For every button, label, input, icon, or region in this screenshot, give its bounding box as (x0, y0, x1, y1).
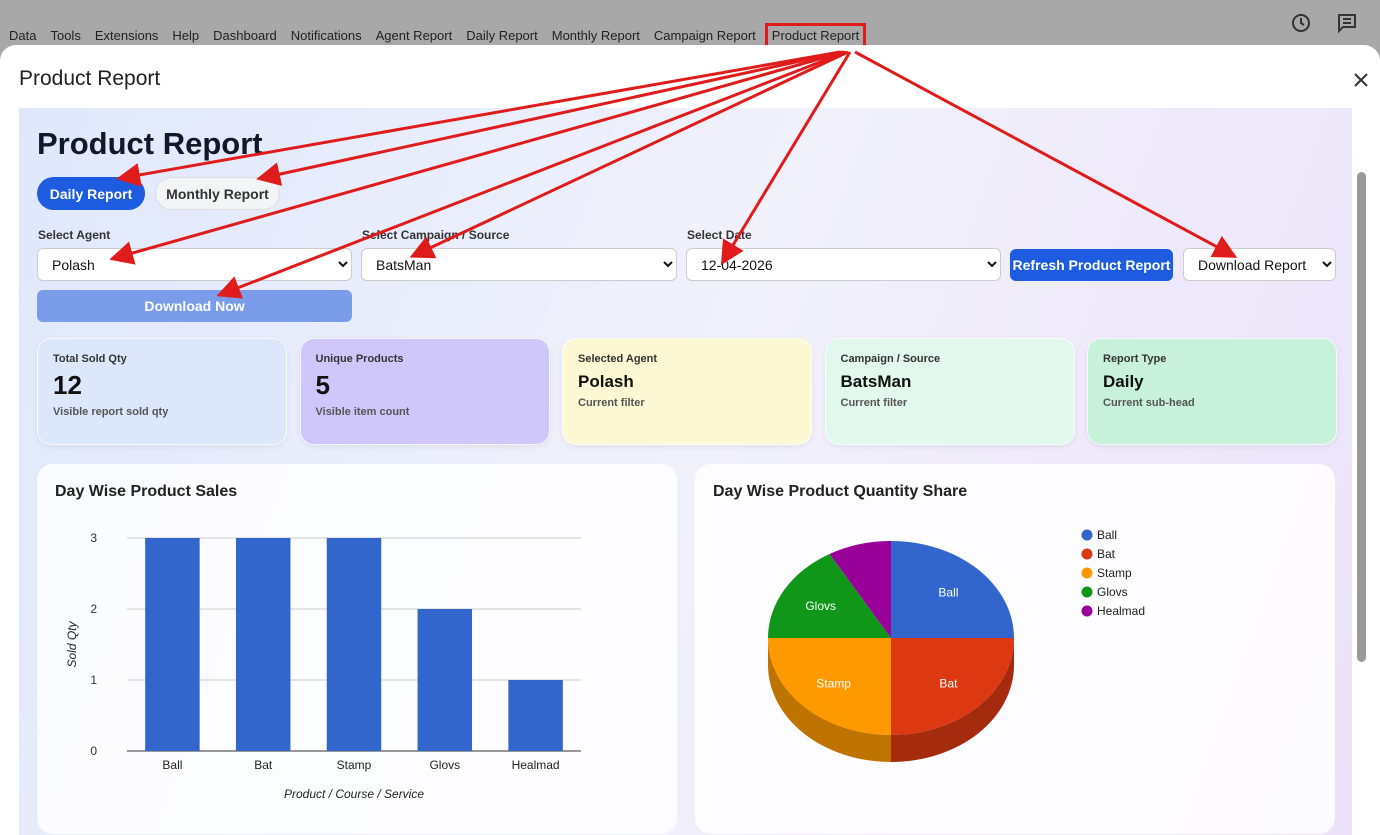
bar (235, 538, 291, 751)
slice-label: Stamp (816, 676, 851, 690)
x-tick-label: Stamp (337, 758, 372, 772)
menu-item[interactable]: Dashboard (213, 28, 277, 43)
card-label: Report Type (1103, 353, 1167, 365)
refresh-button[interactable]: Refresh Product Report (1010, 249, 1173, 281)
bar (326, 538, 382, 751)
y-tick-label: 0 (90, 744, 97, 758)
history-icon[interactable] (1290, 12, 1312, 34)
x-tick-label: Glovs (429, 758, 460, 772)
card-value: Daily (1103, 372, 1144, 391)
y-tick-label: 2 (90, 602, 97, 616)
card-note: Current sub-head (1103, 397, 1195, 409)
arrows (109, 50, 1238, 299)
x-tick-label: Ball (162, 758, 182, 772)
legend-label: Bat (1097, 547, 1116, 561)
summary-card: Selected Agent Polash Current filter (562, 338, 812, 445)
card-label: Unique Products (315, 353, 404, 365)
scrollbar[interactable] (1357, 172, 1366, 662)
x-tick-label: Bat (254, 758, 273, 772)
card-value: BatsMan (840, 372, 912, 391)
y-tick-label: 1 (90, 673, 97, 687)
x-tick-label: Healmad (512, 758, 560, 772)
chart-panel: Day Wise Product Sales 0 1 2 3 Ball Bat Stamp Gl… (37, 464, 677, 834)
bar (145, 538, 200, 751)
menu-item[interactable]: Agent Report (375, 28, 453, 43)
summary-card: Campaign / Source BatsMan Current filter (824, 338, 1075, 445)
pie-slice-side (768, 638, 891, 762)
card-label: Total Sold Qty (53, 353, 127, 365)
comment-icon[interactable] (1336, 12, 1358, 34)
summary-card: Total Sold Qty 12 Visible report sold qty (37, 338, 287, 445)
card-value: 12 (53, 370, 82, 400)
bar-chart: Day Wise Product Sales 0 1 2 3 Ball Bat Stamp Gl… (55, 483, 581, 801)
slice-label: Ball (938, 586, 958, 600)
tab[interactable]: Daily Report (37, 177, 145, 210)
card-value: Polash (578, 372, 634, 391)
menu-item[interactable]: Tools (50, 28, 81, 43)
pie-slice (829, 541, 891, 638)
card-note: Current filter (840, 397, 908, 409)
x-axis-title: Product / Course / Service (284, 787, 424, 801)
pie-chart: Day Wise Product Quantity Share Ball Bat St… (713, 483, 1145, 762)
card-note: Visible item count (315, 406, 410, 418)
menu-item[interactable]: Notifications (290, 28, 362, 43)
chart-panel: Day Wise Product Quantity Share Ball Bat St… (695, 464, 1335, 834)
slice-label: Bat (939, 676, 958, 690)
menu-item[interactable]: Data (9, 28, 37, 43)
modal-title: Product Report (19, 67, 161, 90)
menu-item[interactable]: Monthly Report (551, 28, 640, 43)
bar (508, 680, 563, 751)
card-note: Visible report sold qty (53, 406, 169, 418)
filter-label: Select Agent (38, 228, 111, 242)
legend-label: Stamp (1097, 566, 1132, 580)
legend-swatch (1081, 586, 1093, 598)
legend-label: Glovs (1097, 585, 1128, 599)
top-bar: Data Tools Extensions Help Dashboard Notifica… (0, 0, 1380, 48)
report-content: Product Report Daily Report Monthly Repo… (19, 108, 1352, 835)
pie-slice (768, 553, 891, 638)
download-button[interactable]: Download Now (37, 290, 352, 322)
summary-card: Report Type Daily Current sub-head (1087, 338, 1337, 445)
card-note: Current filter (578, 397, 645, 409)
legend-swatch (1081, 605, 1093, 617)
close-button[interactable] (1352, 71, 1370, 89)
summary-card: Unique Products 5 Visible item count (299, 338, 550, 445)
slice-label: Glovs (805, 599, 836, 613)
menu-item[interactable]: Extensions (94, 28, 159, 43)
card-label: Campaign / Source (840, 353, 941, 365)
pie-slice-side (891, 638, 1014, 762)
pie-slice (891, 638, 1014, 735)
chart-title: Day Wise Product Sales (55, 483, 237, 500)
bar (417, 609, 473, 751)
filter-label: Select Campaign / Source (362, 228, 510, 242)
menu: Data Tools Extensions Help Dashboard Notifica… (9, 23, 867, 48)
menu-item[interactable]: Help (172, 28, 200, 43)
legend-swatch (1081, 567, 1093, 579)
pie-slice (891, 541, 1014, 638)
menu-item[interactable]: Daily Report (466, 28, 538, 43)
download-select[interactable]: Download Report (1183, 248, 1336, 281)
legend-label: Healmad (1097, 604, 1145, 618)
menu-item[interactable]: Product Report (764, 23, 867, 48)
modal: Product Report Product Report Daily Repo… (0, 45, 1380, 835)
y-tick-label: 3 (90, 531, 97, 545)
card-label: Selected Agent (578, 353, 658, 365)
legend-swatch (1081, 529, 1093, 541)
legend-label: Ball (1097, 528, 1117, 542)
menu-item[interactable]: Campaign Report (653, 28, 756, 43)
card-value: 5 (315, 370, 330, 400)
pie-slice (768, 638, 891, 735)
heading: Product Report (37, 126, 263, 161)
y-axis-title: Sold Qty (65, 620, 79, 667)
chart-title: Day Wise Product Quantity Share (713, 483, 967, 500)
legend-swatch (1081, 548, 1093, 560)
